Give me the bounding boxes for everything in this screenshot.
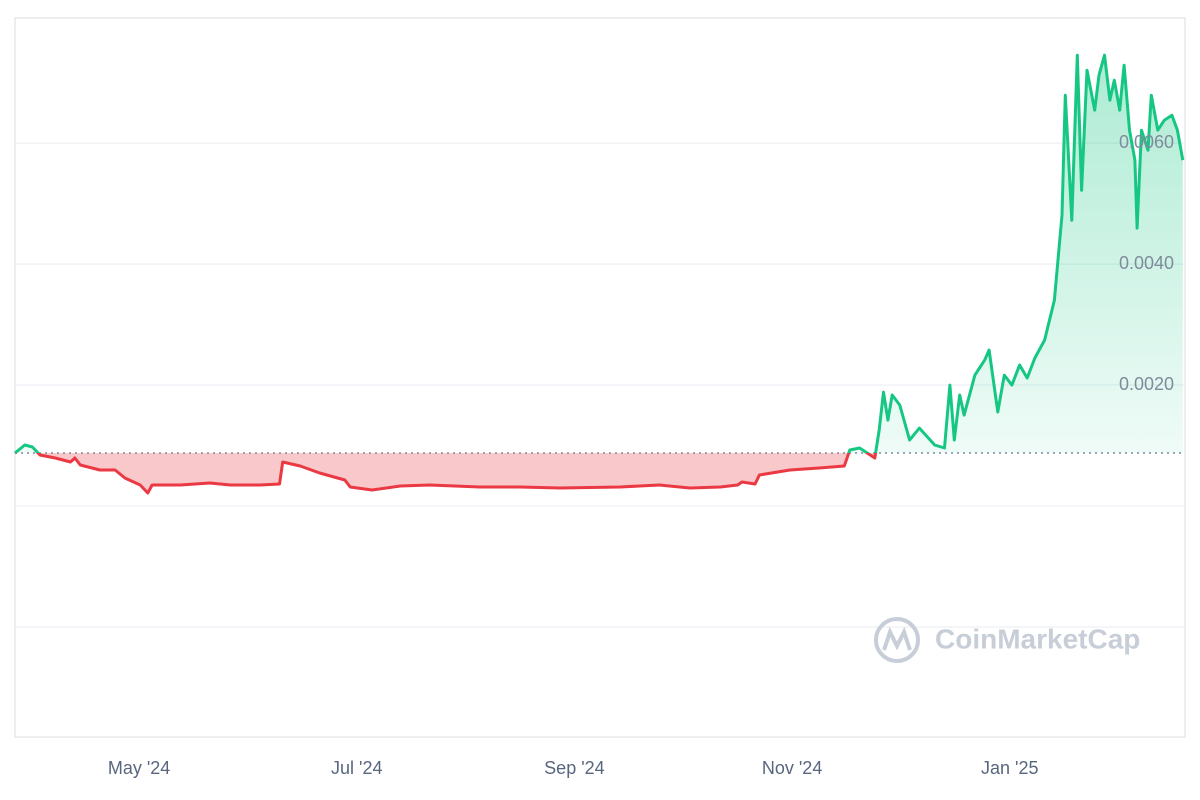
x-tick-label: Sep '24	[544, 758, 605, 778]
y-tick-label: 0.0020	[1119, 374, 1174, 394]
watermark-logo	[882, 626, 912, 651]
price-line-down	[15, 453, 878, 495]
watermark-logo	[874, 617, 920, 663]
y-tick-label: 0.0040	[1119, 253, 1174, 273]
watermark-text: CoinMarketCap	[935, 623, 1140, 654]
x-tick-label: Nov '24	[762, 758, 822, 778]
x-tick-label: Jan '25	[981, 758, 1038, 778]
area-down	[38, 453, 876, 493]
area-up	[15, 55, 1183, 454]
x-tick-label: May '24	[108, 758, 170, 778]
y-tick-label: 0.0060	[1119, 132, 1174, 152]
plot-frame	[14, 17, 1186, 738]
x-tick-label: Jul '24	[331, 758, 382, 778]
watermark: CoinMarketCap	[874, 617, 1140, 663]
price-line-up	[14, 53, 1185, 454]
